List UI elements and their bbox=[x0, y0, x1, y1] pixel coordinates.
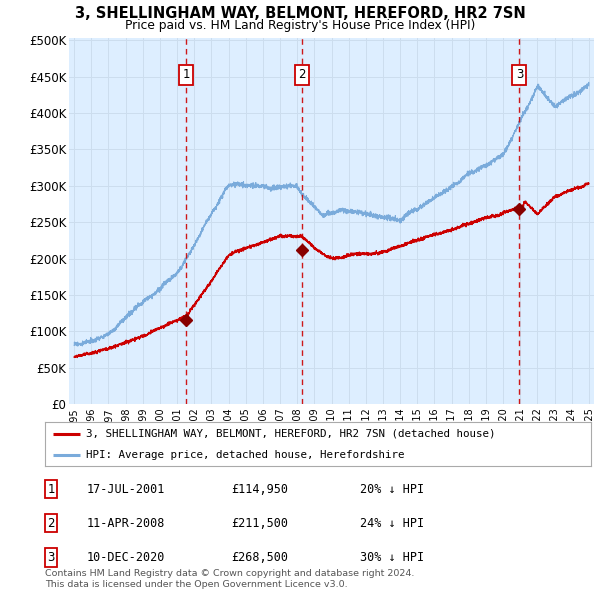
Text: 2: 2 bbox=[47, 517, 55, 530]
Text: 3: 3 bbox=[47, 551, 55, 564]
Text: £114,950: £114,950 bbox=[231, 483, 288, 496]
Text: 24% ↓ HPI: 24% ↓ HPI bbox=[360, 517, 424, 530]
Text: 2: 2 bbox=[298, 68, 306, 81]
Text: 1: 1 bbox=[47, 483, 55, 496]
Text: HPI: Average price, detached house, Herefordshire: HPI: Average price, detached house, Here… bbox=[86, 450, 404, 460]
Text: 20% ↓ HPI: 20% ↓ HPI bbox=[360, 483, 424, 496]
Text: 30% ↓ HPI: 30% ↓ HPI bbox=[360, 551, 424, 564]
Text: Contains HM Land Registry data © Crown copyright and database right 2024.
This d: Contains HM Land Registry data © Crown c… bbox=[45, 569, 415, 589]
Text: £268,500: £268,500 bbox=[231, 551, 288, 564]
Text: 11-APR-2008: 11-APR-2008 bbox=[87, 517, 166, 530]
Text: Price paid vs. HM Land Registry's House Price Index (HPI): Price paid vs. HM Land Registry's House … bbox=[125, 19, 475, 32]
Text: £211,500: £211,500 bbox=[231, 517, 288, 530]
Text: 3, SHELLINGHAM WAY, BELMONT, HEREFORD, HR2 7SN (detached house): 3, SHELLINGHAM WAY, BELMONT, HEREFORD, H… bbox=[86, 429, 496, 439]
Text: 1: 1 bbox=[182, 68, 190, 81]
Text: 10-DEC-2020: 10-DEC-2020 bbox=[87, 551, 166, 564]
Text: 17-JUL-2001: 17-JUL-2001 bbox=[87, 483, 166, 496]
Text: 3: 3 bbox=[515, 68, 523, 81]
Text: 3, SHELLINGHAM WAY, BELMONT, HEREFORD, HR2 7SN: 3, SHELLINGHAM WAY, BELMONT, HEREFORD, H… bbox=[74, 6, 526, 21]
